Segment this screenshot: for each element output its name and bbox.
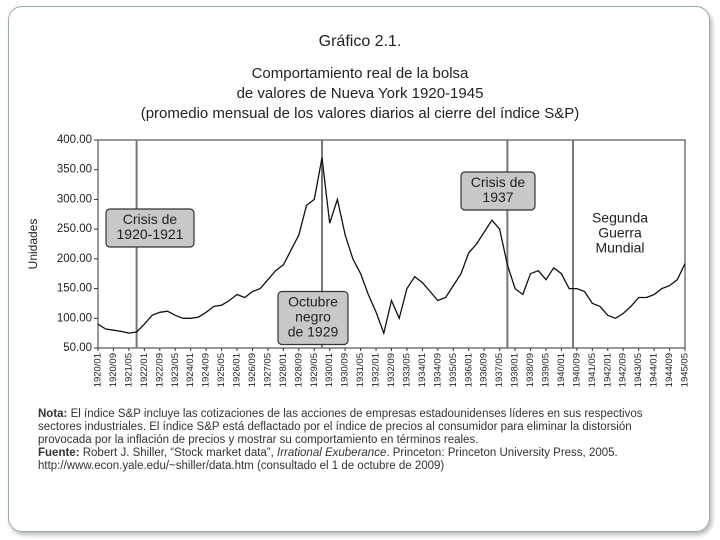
annotation-text: Crisis de [123, 211, 178, 227]
source-text: Robert J. Shiller, “Stock market data”, [82, 447, 278, 459]
x-tick-label: 1939/05 [540, 353, 551, 387]
slide-frame [8, 6, 710, 532]
x-tick-label: 1938/09 [525, 353, 536, 387]
x-tick-label: 1936/09 [479, 353, 490, 387]
x-tick-label: 1942/01 [602, 353, 613, 387]
x-tick-label: 1924/01 [185, 353, 196, 387]
annotation-text: negro [295, 309, 331, 325]
x-tick-label: 1938/01 [510, 353, 521, 387]
x-tick-label: 1926/09 [247, 353, 258, 387]
chart-subtitle: de valores de Nueva York 1920-1945 [237, 85, 484, 102]
notes: Nota: El índice S&P incluye las cotizaci… [38, 408, 678, 508]
x-tick-label: 1934/01 [417, 353, 428, 387]
annotation-text: 1920-1921 [117, 226, 184, 242]
x-tick-label: 1944/01 [649, 353, 660, 387]
x-tick-label: 1945/05 [680, 353, 691, 387]
x-tick-label: 1943/05 [633, 353, 644, 387]
x-tick-label: 1934/09 [432, 353, 443, 387]
x-tick-label: 1932/01 [371, 353, 382, 387]
note-text: El índice S&P incluye las cotizaciones d… [38, 408, 643, 446]
annotation-text: de 1929 [288, 324, 339, 340]
chart-title: Gráfico 2.1. [319, 33, 402, 50]
x-tick-label: 1920/09 [108, 353, 119, 387]
y-tick-label: 50.00 [63, 342, 92, 354]
y-tick-label: 150.00 [57, 283, 92, 295]
annotation-text: Octubre [288, 294, 338, 310]
x-tick-label: 1927/05 [262, 353, 273, 387]
annotation-text: 1937 [482, 189, 513, 205]
x-tick-label: 1933/05 [401, 353, 412, 387]
chart-subtitle: (promedio mensual de los valores diarios… [141, 105, 580, 122]
annotation-box [277, 290, 349, 346]
x-tick-label: 1932/09 [386, 353, 397, 387]
note-label: Nota: [38, 408, 68, 420]
annotation-text: Mundial [595, 240, 644, 256]
note: Nota: El índice S&P incluye las cotizaci… [38, 408, 678, 447]
x-tick-label: 1935/05 [448, 353, 459, 387]
y-tick-label: 350.00 [57, 164, 92, 176]
y-tick-label: 400.00 [57, 134, 92, 146]
data-line [97, 157, 686, 336]
x-tick-label: 1944/09 [664, 353, 675, 387]
source-label: Fuente: [38, 447, 80, 459]
y-tick-label: 100.00 [57, 312, 92, 324]
y-axis-label: Unidades [26, 219, 40, 270]
x-tick-label: 1936/01 [463, 353, 474, 387]
x-tick-label: 1924/09 [201, 353, 212, 387]
x-tick-label: 1920/01 [93, 353, 104, 387]
x-tick-label: 1928/01 [278, 353, 289, 387]
chart-subtitle: Comportamiento real de la bolsa [252, 65, 469, 82]
x-tick-label: 1930/01 [324, 353, 335, 387]
x-tick-label: 1926/01 [232, 353, 243, 387]
y-tick-label: 250.00 [57, 223, 92, 235]
annotation-text: Guerra [598, 225, 642, 241]
x-tick-label: 1941/05 [587, 353, 598, 387]
annotation-text: Crisis de [471, 174, 526, 190]
annotation-box [105, 208, 195, 248]
x-tick-label: 1940/01 [556, 353, 567, 387]
y-tick-label: 300.00 [57, 193, 92, 205]
source-title: Irrational Exuberance [277, 447, 387, 459]
x-tick-label: 1921/05 [123, 353, 134, 387]
x-tick-label: 1923/05 [170, 353, 181, 387]
x-tick-label: 1930/09 [340, 353, 351, 387]
x-tick-label: 1937/05 [494, 353, 505, 387]
x-tick-label: 1931/05 [355, 353, 366, 387]
x-tick-label: 1942/09 [618, 353, 629, 387]
y-tick-label: 200.00 [57, 253, 92, 265]
x-tick-label: 1922/09 [154, 353, 165, 387]
annotation-box [460, 171, 536, 211]
x-tick-label: 1922/01 [139, 353, 150, 387]
x-tick-label: 1940/09 [571, 353, 582, 387]
x-tick-label: 1929/05 [309, 353, 320, 387]
x-tick-label: 1925/05 [216, 353, 227, 387]
source: Fuente: Robert J. Shiller, “Stock market… [38, 447, 678, 473]
x-tick-label: 1928/09 [293, 353, 304, 387]
source-text: . Princeton: Princeton University Press,… [38, 447, 618, 472]
annotation-text: Segunda [592, 210, 648, 226]
